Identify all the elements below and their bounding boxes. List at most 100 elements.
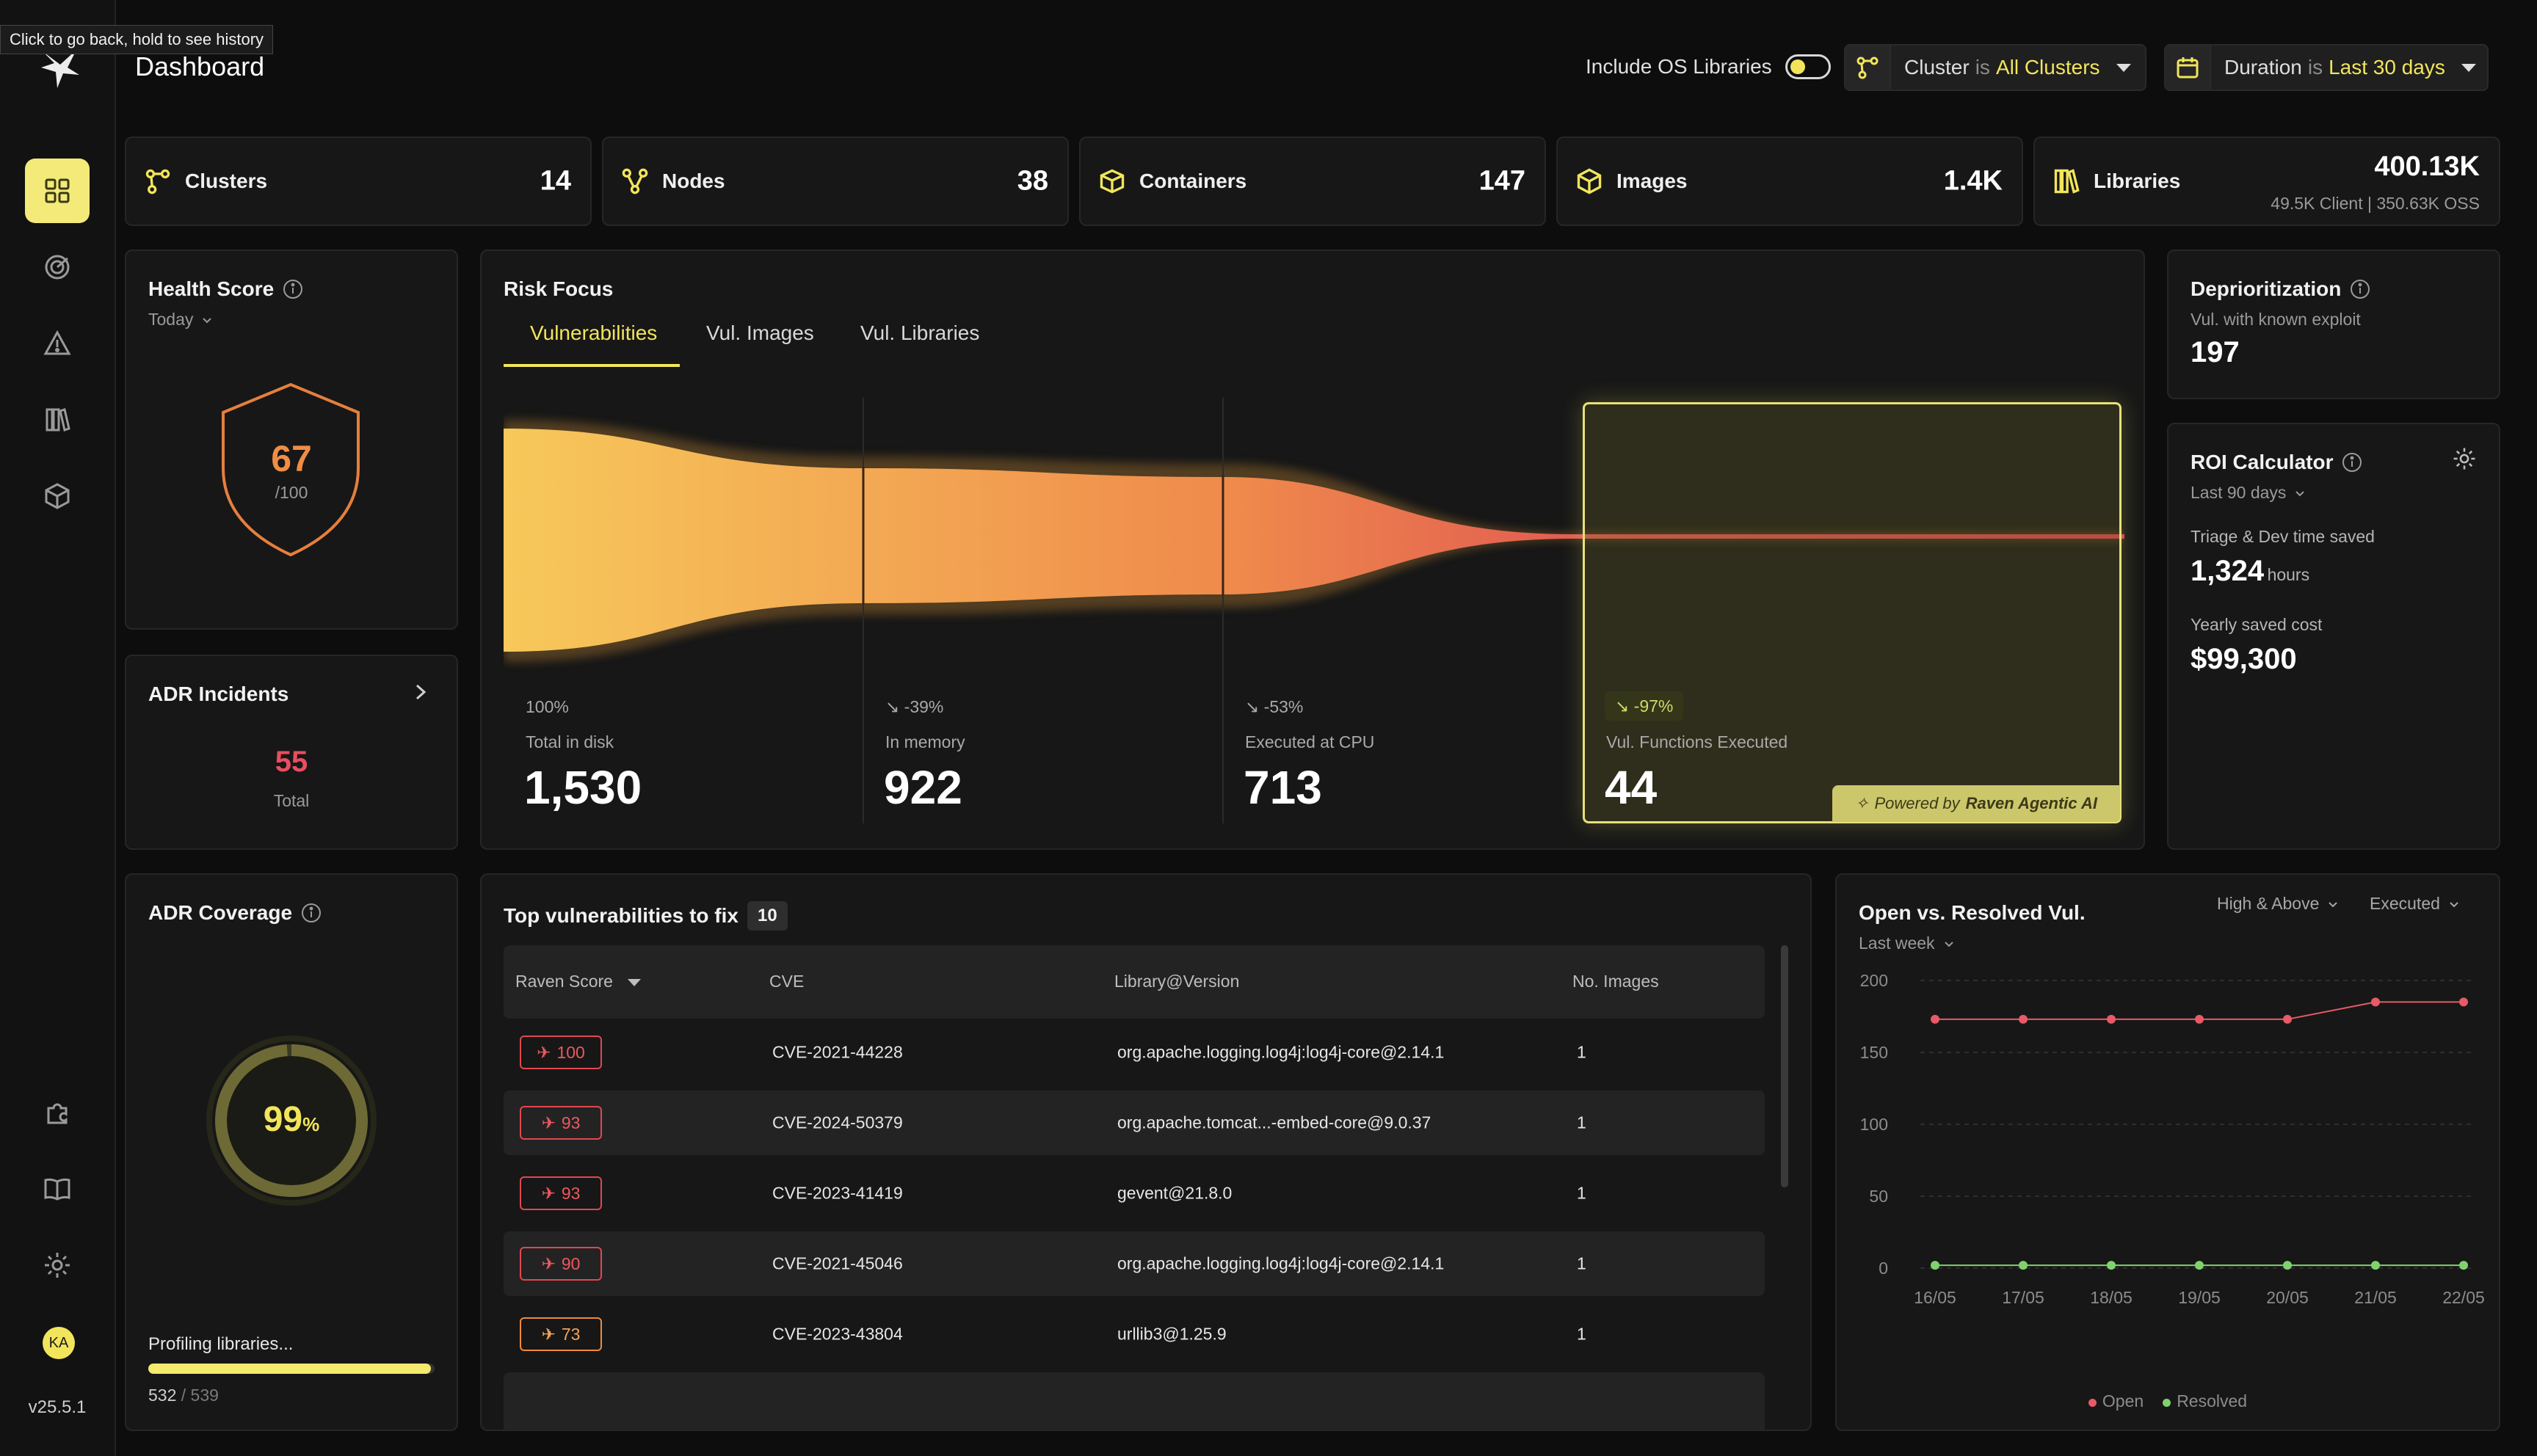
nav-docs[interactable] — [25, 1157, 90, 1221]
nav-libraries[interactable] — [25, 387, 90, 452]
roi-period-dropdown[interactable]: Last 90 days — [2191, 483, 2306, 503]
raven-icon: ✈ — [541, 1183, 556, 1203]
nav-integrations[interactable] — [25, 1080, 90, 1145]
x-tick-label: 20/05 — [2266, 1288, 2309, 1307]
cluster-filter[interactable]: Cluster is All Clusters — [1844, 44, 2146, 91]
duration-filter-is: is — [2307, 56, 2323, 79]
gear-icon — [45, 1253, 70, 1278]
column-header-raven-score[interactable]: Raven Score — [515, 972, 641, 991]
stat-card-containers[interactable]: Containers 147 — [1079, 136, 1546, 226]
nav-incidents[interactable] — [25, 311, 90, 376]
stat-card-nodes[interactable]: Nodes 38 — [602, 136, 1069, 226]
health-score-title: Health Score — [148, 277, 303, 301]
deprioritization-title-text: Deprioritization — [2191, 277, 2342, 300]
duration-filter-value: Last 30 days — [2329, 56, 2445, 79]
raven-score-value: 93 — [561, 1113, 581, 1132]
legend-item-open[interactable]: Open — [2088, 1391, 2144, 1411]
stage-value: 713 — [1244, 761, 1322, 814]
tab-vul-libraries[interactable]: Vul. Libraries — [860, 321, 980, 344]
data-point-open — [2019, 1014, 2028, 1024]
sparkle-icon: ✧ — [1855, 794, 1869, 812]
tab-vulnerabilities[interactable]: Vulnerabilities — [530, 321, 658, 344]
nav-images[interactable] — [25, 464, 90, 528]
health-period-dropdown[interactable]: Today — [148, 310, 214, 330]
profiling-count: 532 / 539 — [148, 1386, 219, 1405]
data-point-open — [2371, 997, 2380, 1007]
avatar-initials: KA — [48, 1334, 69, 1351]
cluster-filter-is: is — [1975, 56, 1990, 79]
raven-score-badge: ✈ 93 — [520, 1106, 602, 1140]
os-libraries-label: Include OS Libraries — [1586, 55, 1772, 78]
stat-value: 1.4K — [1943, 165, 2003, 197]
open-resolved-period-dropdown[interactable]: Last week — [1859, 933, 1956, 953]
stat-card-images[interactable]: Images 1.4K — [1556, 136, 2023, 226]
stat-card-clusters[interactable]: Clusters 14 — [125, 136, 592, 226]
deprioritization-card[interactable]: Deprioritization Vul. with known exploit… — [2167, 250, 2500, 399]
stage-label: Executed at CPU — [1245, 732, 1375, 751]
column-header-text: Raven Score — [515, 972, 613, 991]
profiling-done: 532 — [148, 1386, 177, 1405]
version-label: v25.5.1 — [28, 1397, 87, 1417]
info-icon[interactable] — [301, 903, 322, 923]
adr-incidents-card[interactable]: ADR Incidents 55 Total — [125, 655, 458, 850]
final-stage-highlight[interactable] — [1583, 402, 2122, 823]
x-tick-label: 17/05 — [2002, 1288, 2044, 1307]
health-period-label: Today — [148, 310, 194, 329]
os-libraries-toggle[interactable] — [1785, 54, 1831, 79]
table-row[interactable]: ✈ 100 CVE-2021-44228 org.apache.logging.l… — [504, 1020, 1765, 1085]
info-icon[interactable] — [283, 279, 303, 299]
state-filter-dropdown[interactable]: Executed — [2370, 894, 2461, 914]
nodes-icon — [622, 168, 648, 194]
cve-id[interactable]: CVE-2024-50379 — [772, 1113, 903, 1132]
library-version: org.apache.logging.log4j:log4j-core@2.14… — [1117, 1253, 1445, 1273]
severity-filter-dropdown[interactable]: High & Above — [2217, 894, 2340, 914]
chevron-right-icon[interactable] — [411, 680, 430, 705]
stat-value: 14 — [540, 165, 571, 197]
table-row[interactable]: ✈ 90 CVE-2021-45046 org.apache.logging.lo… — [504, 1231, 1765, 1296]
cve-id[interactable]: CVE-2021-45046 — [772, 1253, 903, 1273]
image-count: 1 — [1577, 1042, 1586, 1062]
gear-icon[interactable] — [2452, 446, 2477, 471]
column-header-images[interactable]: No. Images — [1572, 972, 1659, 991]
cve-id[interactable]: CVE-2023-43804 — [772, 1324, 903, 1344]
table-row[interactable]: ✈ 73 CVE-2023-43804 urllib3@1.25.9 1 — [504, 1302, 1765, 1366]
stage-value: 44 — [1605, 761, 1658, 814]
table-row[interactable]: ✈ 93 CVE-2023-41419 gevent@21.8.0 1 — [504, 1161, 1765, 1226]
table-row[interactable] — [504, 1372, 1765, 1430]
data-point-open — [2459, 997, 2468, 1007]
tab-vul-images[interactable]: Vul. Images — [706, 321, 814, 344]
deprioritization-title: Deprioritization — [2191, 277, 2370, 301]
x-tick-label: 19/05 — [2178, 1288, 2221, 1307]
nav-risk[interactable] — [25, 235, 90, 299]
column-header-library[interactable]: Library@Version — [1114, 972, 1240, 991]
column-header-cve[interactable]: CVE — [769, 972, 805, 991]
y-tick-label: 100 — [1860, 1115, 1888, 1134]
cve-id[interactable]: CVE-2023-41419 — [772, 1183, 903, 1203]
nav-dashboard[interactable] — [25, 159, 90, 223]
table-row[interactable]: ✈ 93 CVE-2024-50379 org.apache.tomcat...-… — [504, 1091, 1765, 1155]
chevron-down-icon — [203, 317, 212, 323]
severity-filter-label: High & Above — [2217, 894, 2320, 913]
avatar[interactable]: KA — [43, 1327, 75, 1359]
cve-id[interactable]: CVE-2021-44228 — [772, 1042, 903, 1062]
deprioritization-value: 197 — [2191, 336, 2240, 368]
triage-label: Triage & Dev time saved — [2191, 527, 2375, 546]
data-point-resolved — [2459, 1261, 2468, 1270]
stat-label: Images — [1616, 170, 1688, 192]
table-scrollbar[interactable] — [1781, 945, 1788, 1187]
stage-label: In memory — [885, 732, 965, 751]
stat-card-libraries[interactable]: Libraries 400.13K 49.5K Client | 350.63K… — [2033, 136, 2500, 226]
nav-settings[interactable] — [25, 1233, 90, 1297]
raven-logo[interactable] — [38, 46, 82, 91]
cluster-icon — [1845, 46, 1891, 90]
puzzle-icon — [47, 1103, 68, 1124]
duration-filter[interactable]: Duration is Last 30 days — [2164, 44, 2489, 91]
risk-funnel — [504, 398, 2124, 823]
legend-item-resolved[interactable]: Resolved — [2163, 1391, 2247, 1411]
info-icon[interactable] — [2342, 452, 2362, 473]
info-icon[interactable] — [2350, 279, 2370, 299]
open-resolved-period-label: Last week — [1859, 933, 1935, 953]
chevron-down-icon — [1944, 941, 1953, 947]
data-point-resolved — [2019, 1261, 2028, 1270]
adr-incidents-title: ADR Incidents — [148, 682, 289, 705]
